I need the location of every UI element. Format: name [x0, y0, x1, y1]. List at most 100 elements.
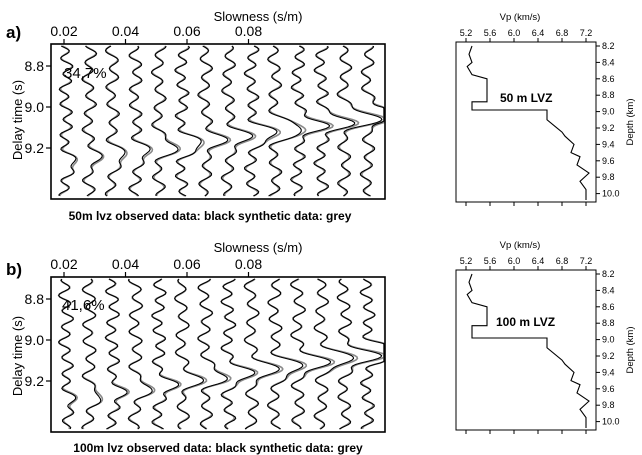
y-tick-label: 9.0 [25, 99, 45, 115]
x-tick-label: 0.02 [50, 23, 77, 39]
observed-trace [359, 278, 385, 430]
x-tick-label: 6.4 [532, 256, 545, 266]
profile-bottom-annotation: 100 m LVZ [496, 315, 555, 329]
observed-trace [81, 45, 103, 197]
observed-trace [174, 278, 205, 430]
y-tick-label: 9.6 [602, 384, 615, 394]
profile-bottom-frame [455, 269, 597, 431]
x-tick-label: 6.8 [556, 28, 569, 38]
y-tick-label: 9.0 [602, 335, 615, 345]
y-tick-label: 8.8 [602, 90, 615, 100]
observed-trace [128, 45, 151, 197]
panel-a-frame [50, 43, 386, 200]
observed-trace [336, 45, 383, 197]
observed-trace [150, 45, 179, 197]
y-tick-label: 8.6 [602, 302, 615, 312]
x-tick-label: 0.02 [50, 256, 77, 272]
y-tick-label: 9.2 [25, 140, 45, 156]
synthetic-trace [127, 278, 156, 430]
profile-top-x-title: Vp (km/s) [500, 12, 541, 23]
x-tick-label: 5.2 [460, 28, 473, 38]
panel-b-y-title: Delay time (s) [10, 316, 25, 396]
y-tick-label: 10.0 [602, 417, 620, 427]
observed-trace [104, 278, 128, 430]
y-tick-label: 10.0 [602, 189, 620, 199]
observed-trace [313, 45, 356, 197]
x-tick-label: 0.08 [235, 23, 262, 39]
y-tick-label: 9.0 [602, 107, 615, 117]
observed-trace [151, 278, 180, 430]
x-tick-label: 6.0 [508, 256, 521, 266]
profile-top-annotation: 50 m LVZ [500, 91, 552, 105]
velocity-profile-bottom: Vp (km/s) Depth (km) 5.2 5.6 6.0 6.4 6.8 7.2 … [455, 240, 636, 434]
y-tick-label: 9.6 [602, 156, 615, 166]
y-tick-label: 9.8 [602, 400, 615, 410]
x-tick-label: 5.6 [484, 28, 497, 38]
synthetic-trace [313, 46, 360, 197]
observed-trace [243, 45, 278, 197]
observed-trace [220, 278, 256, 430]
observed-trace [174, 45, 202, 197]
y-tick-label: 8.2 [602, 41, 615, 51]
panel-a-annotation: 34,7% [64, 65, 107, 82]
panel-b-annotation: 41,6% [62, 297, 105, 314]
observed-trace [313, 278, 355, 430]
profile-top-y-title: Depth (km) [625, 99, 636, 146]
profile-top-velocity-line [466, 45, 590, 200]
y-tick-label: 9.8 [602, 172, 615, 182]
y-tick-label: 9.0 [25, 332, 45, 348]
observed-trace [289, 45, 331, 197]
y-tick-label: 8.8 [25, 58, 45, 74]
synthetic-trace [220, 278, 259, 430]
observed-trace [220, 45, 254, 197]
y-tick-label: 9.2 [602, 351, 615, 361]
x-tick-label: 6.0 [508, 28, 521, 38]
panel-b-label: b) [6, 260, 22, 279]
x-tick-label: 5.6 [484, 256, 497, 266]
velocity-profile-top: Vp (km/s) Depth (km) 5.2 5.6 6.0 6.4 6.8 7.2 … [455, 12, 636, 206]
y-tick-label: 8.6 [602, 74, 615, 84]
y-tick-label: 8.4 [602, 57, 615, 67]
panel-a-beamform-plot: a) Slowness (s/m) Delay time (s) 0.02 0.0… [6, 9, 386, 223]
observed-trace [197, 278, 228, 430]
profile-bottom-velocity-line [466, 273, 590, 428]
observed-trace [267, 45, 302, 197]
y-tick-label: 8.8 [25, 291, 45, 307]
observed-trace [104, 45, 126, 197]
synthetic-trace [243, 278, 284, 430]
observed-trace [336, 278, 383, 430]
observed-trace [81, 278, 102, 430]
y-tick-label: 8.8 [602, 318, 615, 328]
x-tick-label: 6.8 [556, 256, 569, 266]
y-tick-label: 9.4 [602, 139, 615, 149]
panel-a-caption: 50m lvz observed data: black synthetic d… [69, 209, 352, 223]
x-tick-label: 5.2 [460, 256, 473, 266]
observed-trace [266, 278, 304, 430]
panel-a-y-title: Delay time (s) [10, 80, 25, 160]
observed-trace [359, 45, 385, 197]
x-tick-label: 0.08 [235, 256, 262, 272]
profile-bottom-x-title: Vp (km/s) [500, 240, 541, 251]
y-tick-label: 8.4 [602, 285, 615, 295]
x-tick-label: 0.04 [112, 256, 139, 272]
y-tick-label: 9.4 [602, 367, 615, 377]
y-tick-label: 8.2 [602, 269, 615, 279]
observed-trace [243, 278, 281, 430]
x-tick-label: 0.06 [173, 23, 200, 39]
panel-b-beamform-plot: b) Slowness (s/m) Delay time (s) 0.02 0.0… [6, 240, 386, 455]
y-tick-label: 9.2 [602, 123, 615, 133]
observed-trace [58, 45, 77, 196]
synthetic-trace [336, 278, 385, 430]
panel-a-label: a) [6, 23, 21, 42]
observed-trace [197, 45, 229, 197]
observed-trace [290, 278, 332, 430]
panel-a-x-title: Slowness (s/m) [214, 9, 303, 24]
profile-top-frame [455, 41, 597, 203]
x-tick-label: 7.2 [580, 28, 593, 38]
synthetic-trace [174, 45, 205, 197]
observed-trace [57, 278, 77, 430]
x-tick-label: 0.06 [173, 256, 200, 272]
panel-b-caption: 100m lvz observed data: black synthetic … [73, 441, 363, 455]
observed-trace [127, 278, 153, 430]
